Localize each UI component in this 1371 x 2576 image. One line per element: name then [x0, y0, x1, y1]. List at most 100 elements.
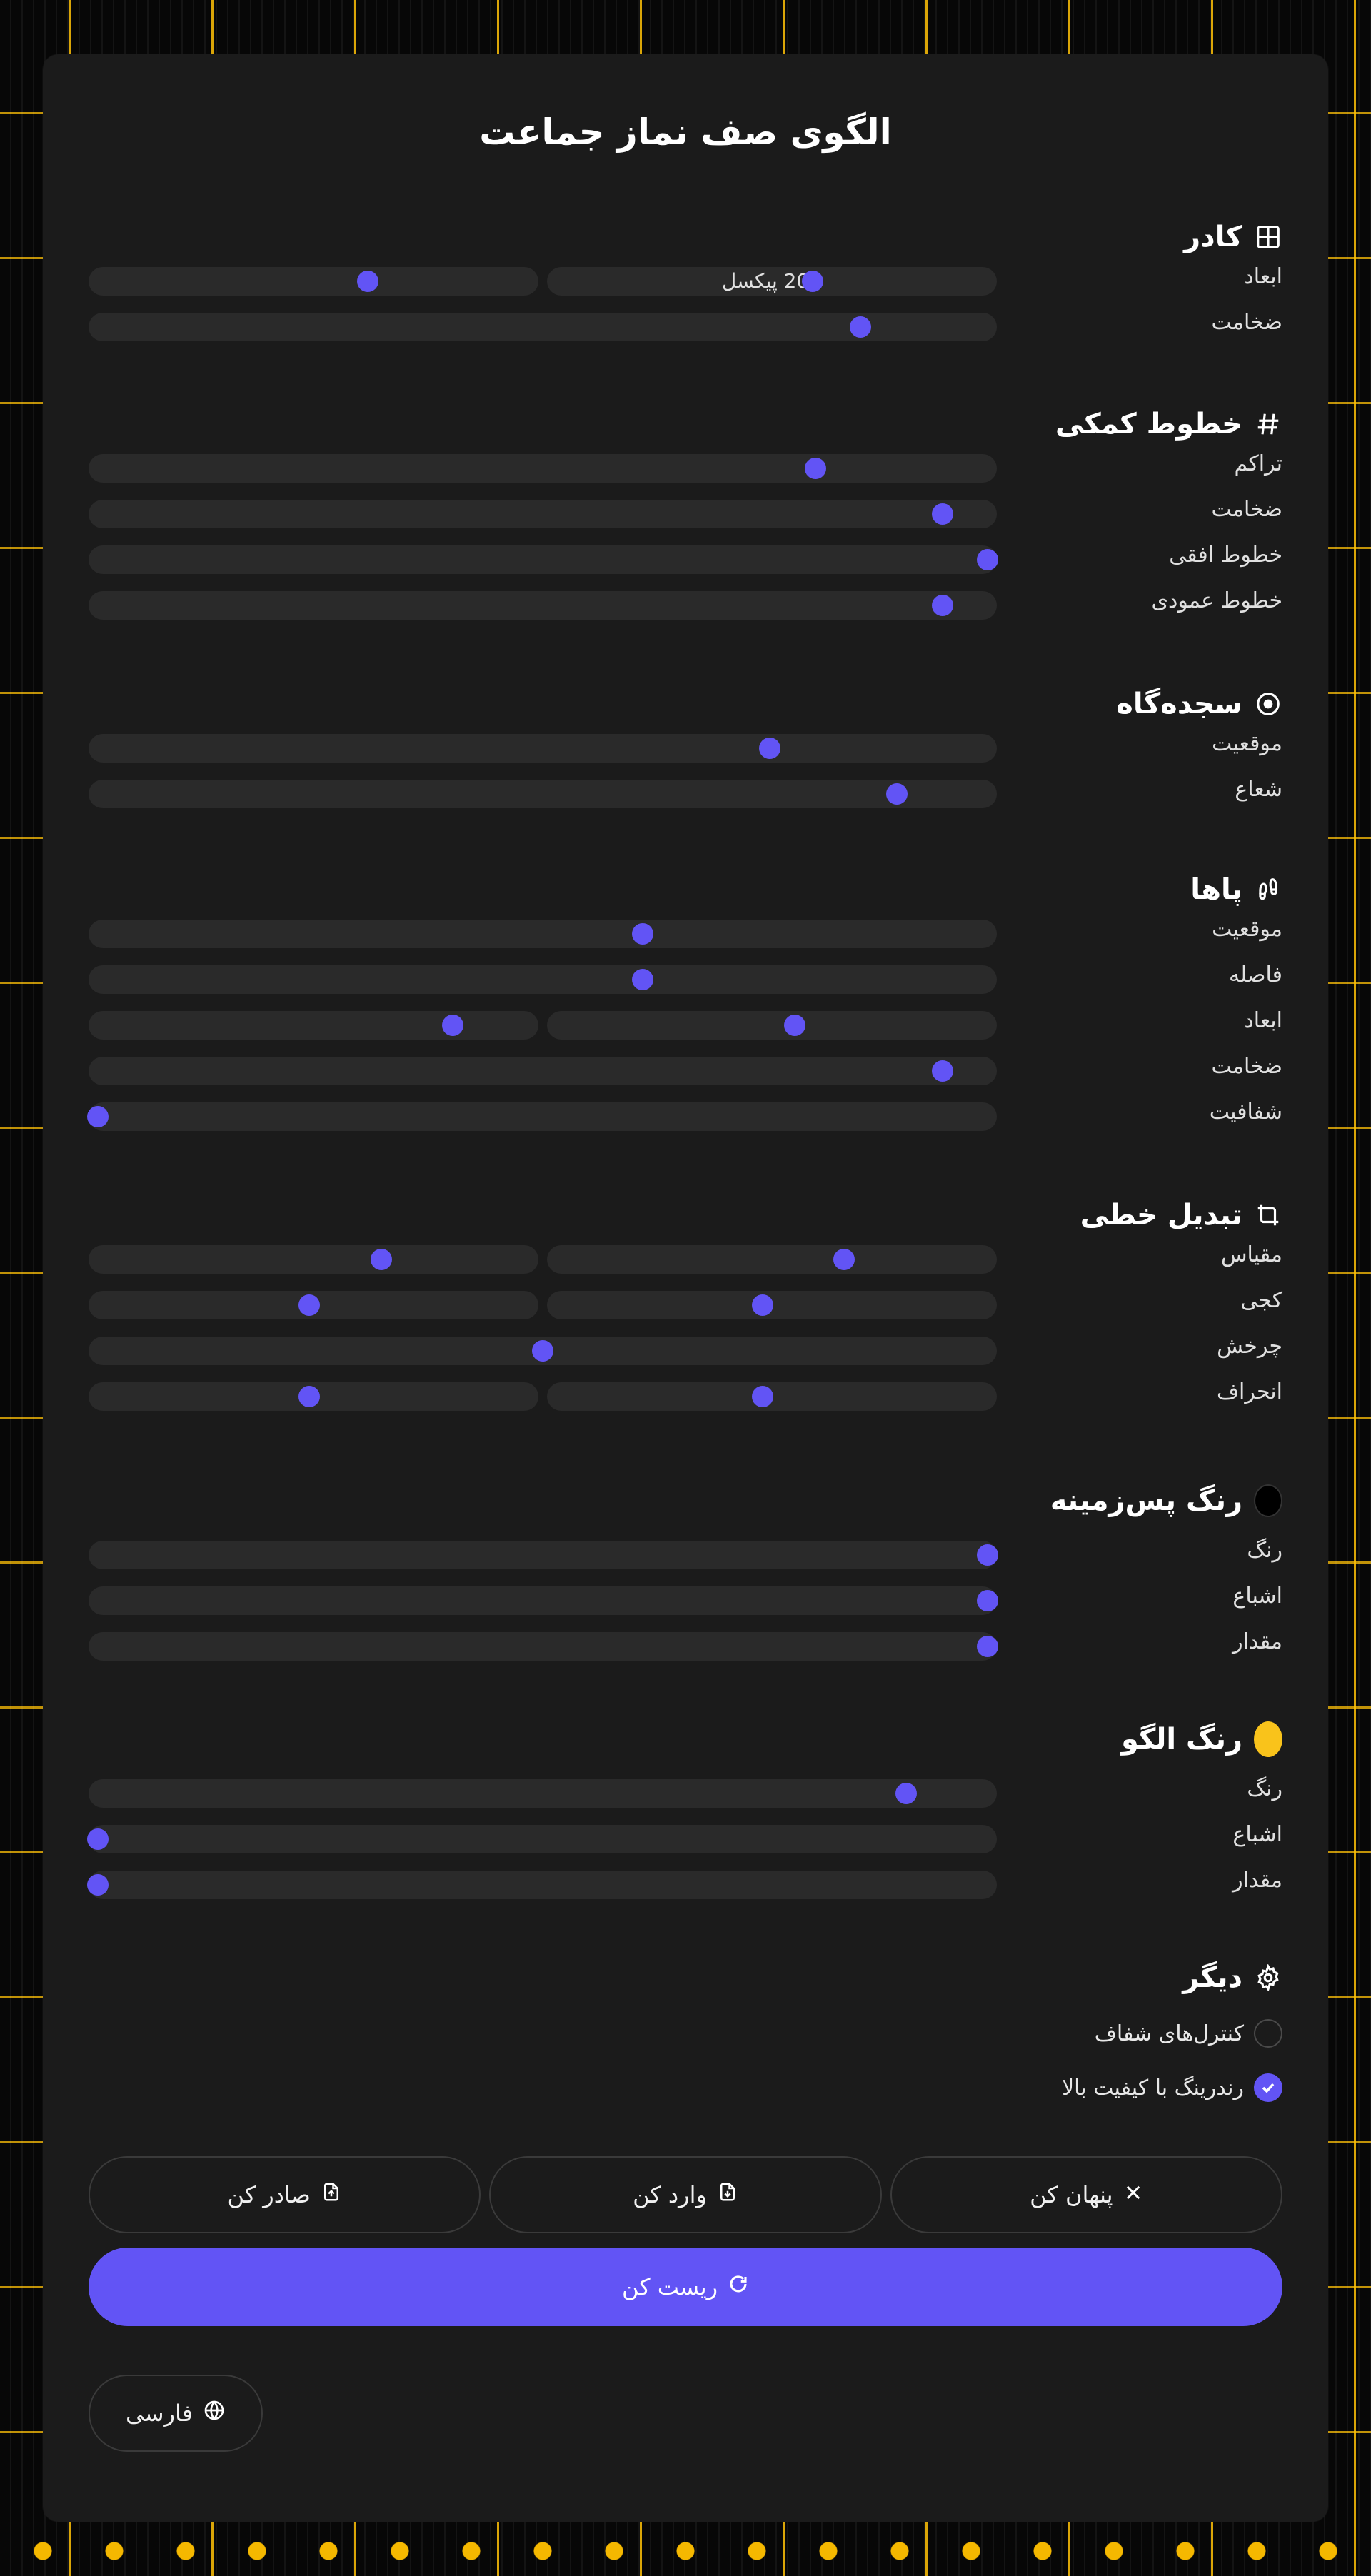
slider-thumb[interactable]: [532, 1340, 553, 1362]
slider-thumb[interactable]: [977, 549, 999, 570]
slider-track[interactable]: [89, 267, 538, 296]
slider-thumb[interactable]: [86, 1874, 109, 1896]
slider-track[interactable]: [89, 1541, 999, 1569]
slider-track[interactable]: [89, 545, 999, 574]
slider-thumb[interactable]: [783, 1015, 805, 1036]
slider-row: رنگ: [89, 1771, 1282, 1816]
slider-track[interactable]: 200 پیکسل: [547, 267, 997, 296]
slider-track[interactable]: [547, 1291, 997, 1319]
section-title: رنگ الگو: [1121, 1723, 1242, 1756]
export-button[interactable]: صادر کن: [89, 2156, 481, 2233]
slider-track[interactable]: [547, 1245, 997, 1274]
control-panel: الگوی صف نماز جماعت کادر ابعاد 200 پیکسل ض…: [43, 54, 1328, 2522]
slider-thumb[interactable]: [752, 1294, 774, 1316]
slider-thumb[interactable]: [977, 1636, 999, 1657]
slider-track[interactable]: [547, 1011, 997, 1040]
slider-track[interactable]: [89, 734, 997, 763]
slider-track[interactable]: [89, 591, 997, 620]
slider-thumb[interactable]: [86, 1106, 109, 1127]
slider-track[interactable]: [89, 1586, 999, 1615]
slider-label: مقدار: [1232, 1868, 1282, 1893]
reset-button[interactable]: ریست کن: [89, 2248, 1282, 2326]
section-title: خطوط کمکی: [1055, 408, 1242, 441]
slider-row: تراکم: [89, 446, 1282, 491]
transparent-controls-toggle[interactable]: کنترل‌های شفاف: [89, 2006, 1282, 2061]
section-title: دیگر: [1182, 1961, 1242, 1994]
slider-label: ابعاد: [1244, 1008, 1282, 1033]
slider-thumb[interactable]: [442, 1015, 464, 1036]
slider-thumb[interactable]: [804, 458, 826, 479]
color-swatch-icon[interactable]: [1254, 1484, 1282, 1517]
button-label: ریست کن: [621, 2273, 718, 2300]
section-other: دیگر کنترل‌های شفاف رندرینگ با کیفیت بال…: [89, 1956, 1282, 2115]
slider-thumb[interactable]: [752, 1386, 774, 1407]
slider-thumb[interactable]: [886, 783, 908, 805]
hash-icon: [1254, 410, 1282, 438]
slider-value-text: 200 پیکسل: [721, 269, 822, 293]
slider-thumb[interactable]: [298, 1386, 320, 1407]
slider-thumb[interactable]: [833, 1249, 855, 1270]
slider-label: رنگ: [1247, 1538, 1282, 1563]
slider-label: تراکم: [1234, 451, 1283, 476]
slider-thumb[interactable]: [895, 1783, 917, 1804]
slider-thumb[interactable]: [631, 923, 653, 945]
section-background-color: رنگ پس‌زمینه رنگ اشباع مقدار: [89, 1479, 1282, 1669]
footprints-icon: [1254, 875, 1282, 904]
high-quality-rendering-toggle[interactable]: رندرینگ با کیفیت بالا: [89, 2061, 1282, 2115]
slider-label: ضخامت: [1211, 1054, 1282, 1079]
color-swatch-icon[interactable]: [1254, 1721, 1282, 1757]
section-feet: پاها موقعیت فاصله ابعاد ضخامت شفافیت: [86, 868, 1282, 1139]
slider-row: اشباع: [86, 1816, 1282, 1862]
hide-button[interactable]: پنهان کن: [890, 2156, 1282, 2233]
slider-thumb[interactable]: [86, 1828, 109, 1850]
slider-track[interactable]: [89, 454, 997, 483]
slider-thumb[interactable]: [931, 503, 953, 525]
slider-track[interactable]: [89, 1057, 997, 1085]
slider-track[interactable]: [86, 1825, 997, 1853]
slider-thumb[interactable]: [977, 1590, 999, 1611]
slider-thumb[interactable]: [759, 738, 780, 759]
slider-thumb[interactable]: [931, 1060, 953, 1082]
slider-track[interactable]: [89, 313, 997, 341]
slider-row: رنگ: [89, 1532, 1282, 1578]
slider-track[interactable]: [89, 1382, 538, 1411]
slider-thumb[interactable]: [801, 271, 823, 292]
slider-row: ابعاد: [89, 1002, 1282, 1048]
slider-track[interactable]: [89, 780, 997, 808]
slider-row: ضخامت: [89, 304, 1282, 350]
slider-label: موقعیت: [1212, 731, 1282, 756]
slider-label: مقدار: [1232, 1629, 1282, 1654]
slider-label: ضخامت: [1211, 310, 1282, 335]
slider-thumb[interactable]: [370, 1249, 392, 1270]
section-pattern-color: رنگ الگو رنگ اشباع مقدار: [86, 1718, 1282, 1908]
import-button[interactable]: وارد کن: [489, 2156, 882, 2233]
slider-track[interactable]: [89, 1779, 997, 1808]
checkbox[interactable]: [1254, 2019, 1282, 2048]
slider-thumb[interactable]: [931, 595, 953, 616]
slider-thumb[interactable]: [977, 1544, 999, 1566]
slider-thumb[interactable]: [850, 316, 872, 338]
slider-label: انحراف: [1216, 1379, 1282, 1404]
transform-icon: [1254, 1201, 1282, 1229]
language-button[interactable]: فارسی: [89, 2375, 263, 2452]
slider-track[interactable]: [89, 920, 997, 948]
slider-track[interactable]: [89, 500, 997, 528]
button-label: فارسی: [126, 2400, 193, 2427]
slider-track[interactable]: [89, 1337, 997, 1365]
checkbox[interactable]: [1254, 2073, 1282, 2102]
slider-thumb[interactable]: [356, 271, 378, 292]
slider-track[interactable]: [89, 1291, 538, 1319]
slider-track[interactable]: [89, 1632, 999, 1661]
slider-track[interactable]: [547, 1382, 997, 1411]
section-title: کادر: [1184, 221, 1242, 253]
slider-thumb[interactable]: [631, 969, 653, 990]
slider-track[interactable]: [89, 1245, 538, 1274]
slider-thumb[interactable]: [298, 1294, 320, 1316]
section-header: پاها: [89, 868, 1282, 911]
slider-track[interactable]: [89, 965, 997, 994]
close-icon: [1123, 2181, 1143, 2208]
check-icon: [1262, 2083, 1275, 2093]
slider-track[interactable]: [86, 1102, 997, 1131]
slider-track[interactable]: [86, 1871, 997, 1899]
slider-track[interactable]: [89, 1011, 538, 1040]
